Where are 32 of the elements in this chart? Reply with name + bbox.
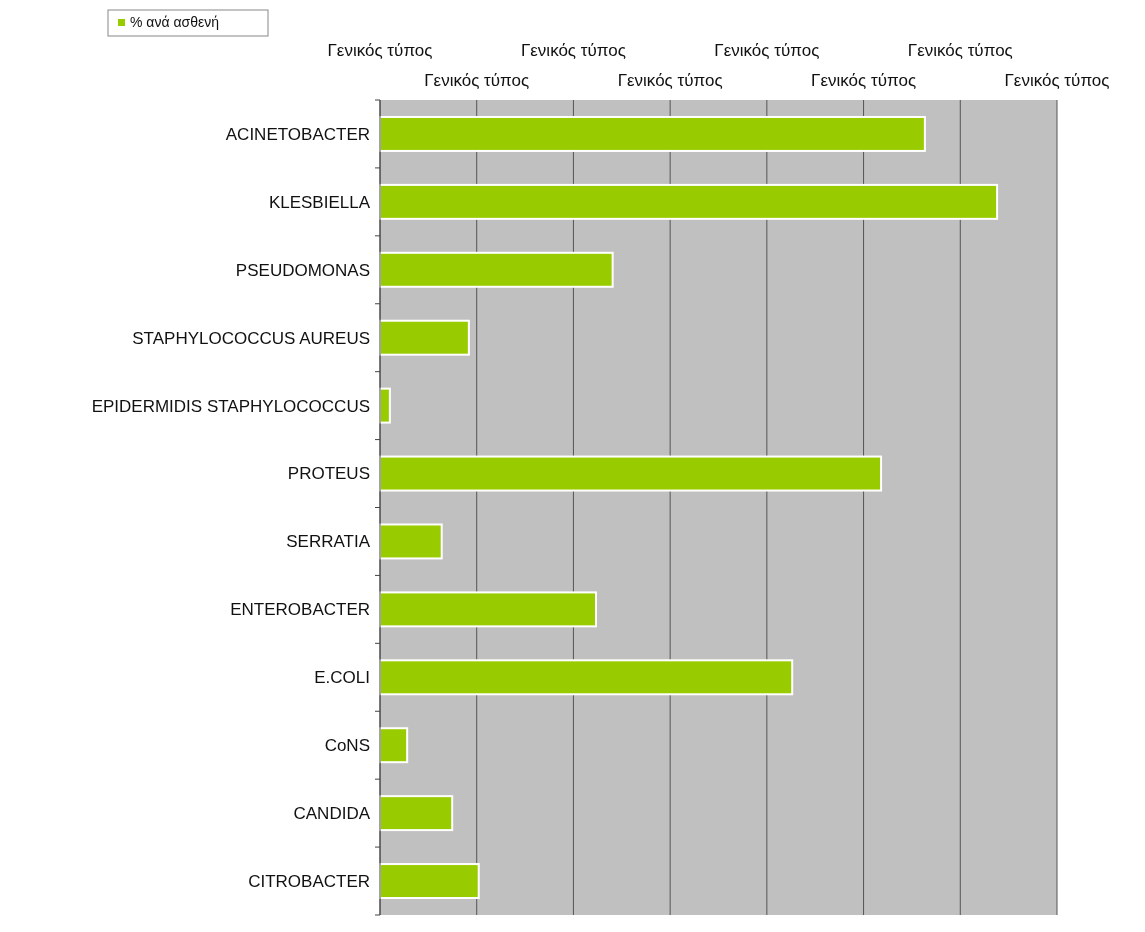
y-tick-label: E.COLI [314,668,370,688]
bar [379,863,480,900]
text: Γενικός τύπος [714,41,820,60]
legend-label: % ανά ασθενή [130,14,219,30]
text: Γενικός τύπος [617,71,723,90]
y-tick-label: PSEUDOMONAS [235,260,370,280]
bar [379,727,409,764]
y-tick-label: ENTEROBACTER [230,600,370,620]
bar [379,251,614,288]
bar [379,115,926,152]
bar [379,795,454,832]
text: Γενικός τύπος [811,71,917,90]
bar [379,183,999,220]
text: Γενικός τύπος [424,71,530,90]
y-tick-label: STAPHYLOCOCCUS AUREUS [132,328,370,348]
text: Γενικός τύπος [520,41,626,60]
y-tick-label: EPIDERMIDIS STAPHYLOCOCCUS [91,396,370,416]
bar [379,523,443,560]
y-tick-label: CoNS [324,736,370,756]
bar [379,319,470,356]
text: Γενικός τύπος [327,41,433,60]
y-tick-label: CITROBACTER [248,871,370,891]
y-tick-label: SERRATIA [286,532,371,552]
text: Γενικός τύπος [907,41,1013,60]
y-tick-label: ACINETOBACTER [225,124,370,144]
text: Γενικός τύπος [1004,71,1110,90]
bar [379,591,597,628]
y-tick-label: CANDIDA [293,804,371,824]
y-tick-label: KLESBIELLA [268,192,371,212]
y-tick-label: PROTEUS [287,464,370,484]
bar [379,455,883,492]
bar [379,659,794,696]
